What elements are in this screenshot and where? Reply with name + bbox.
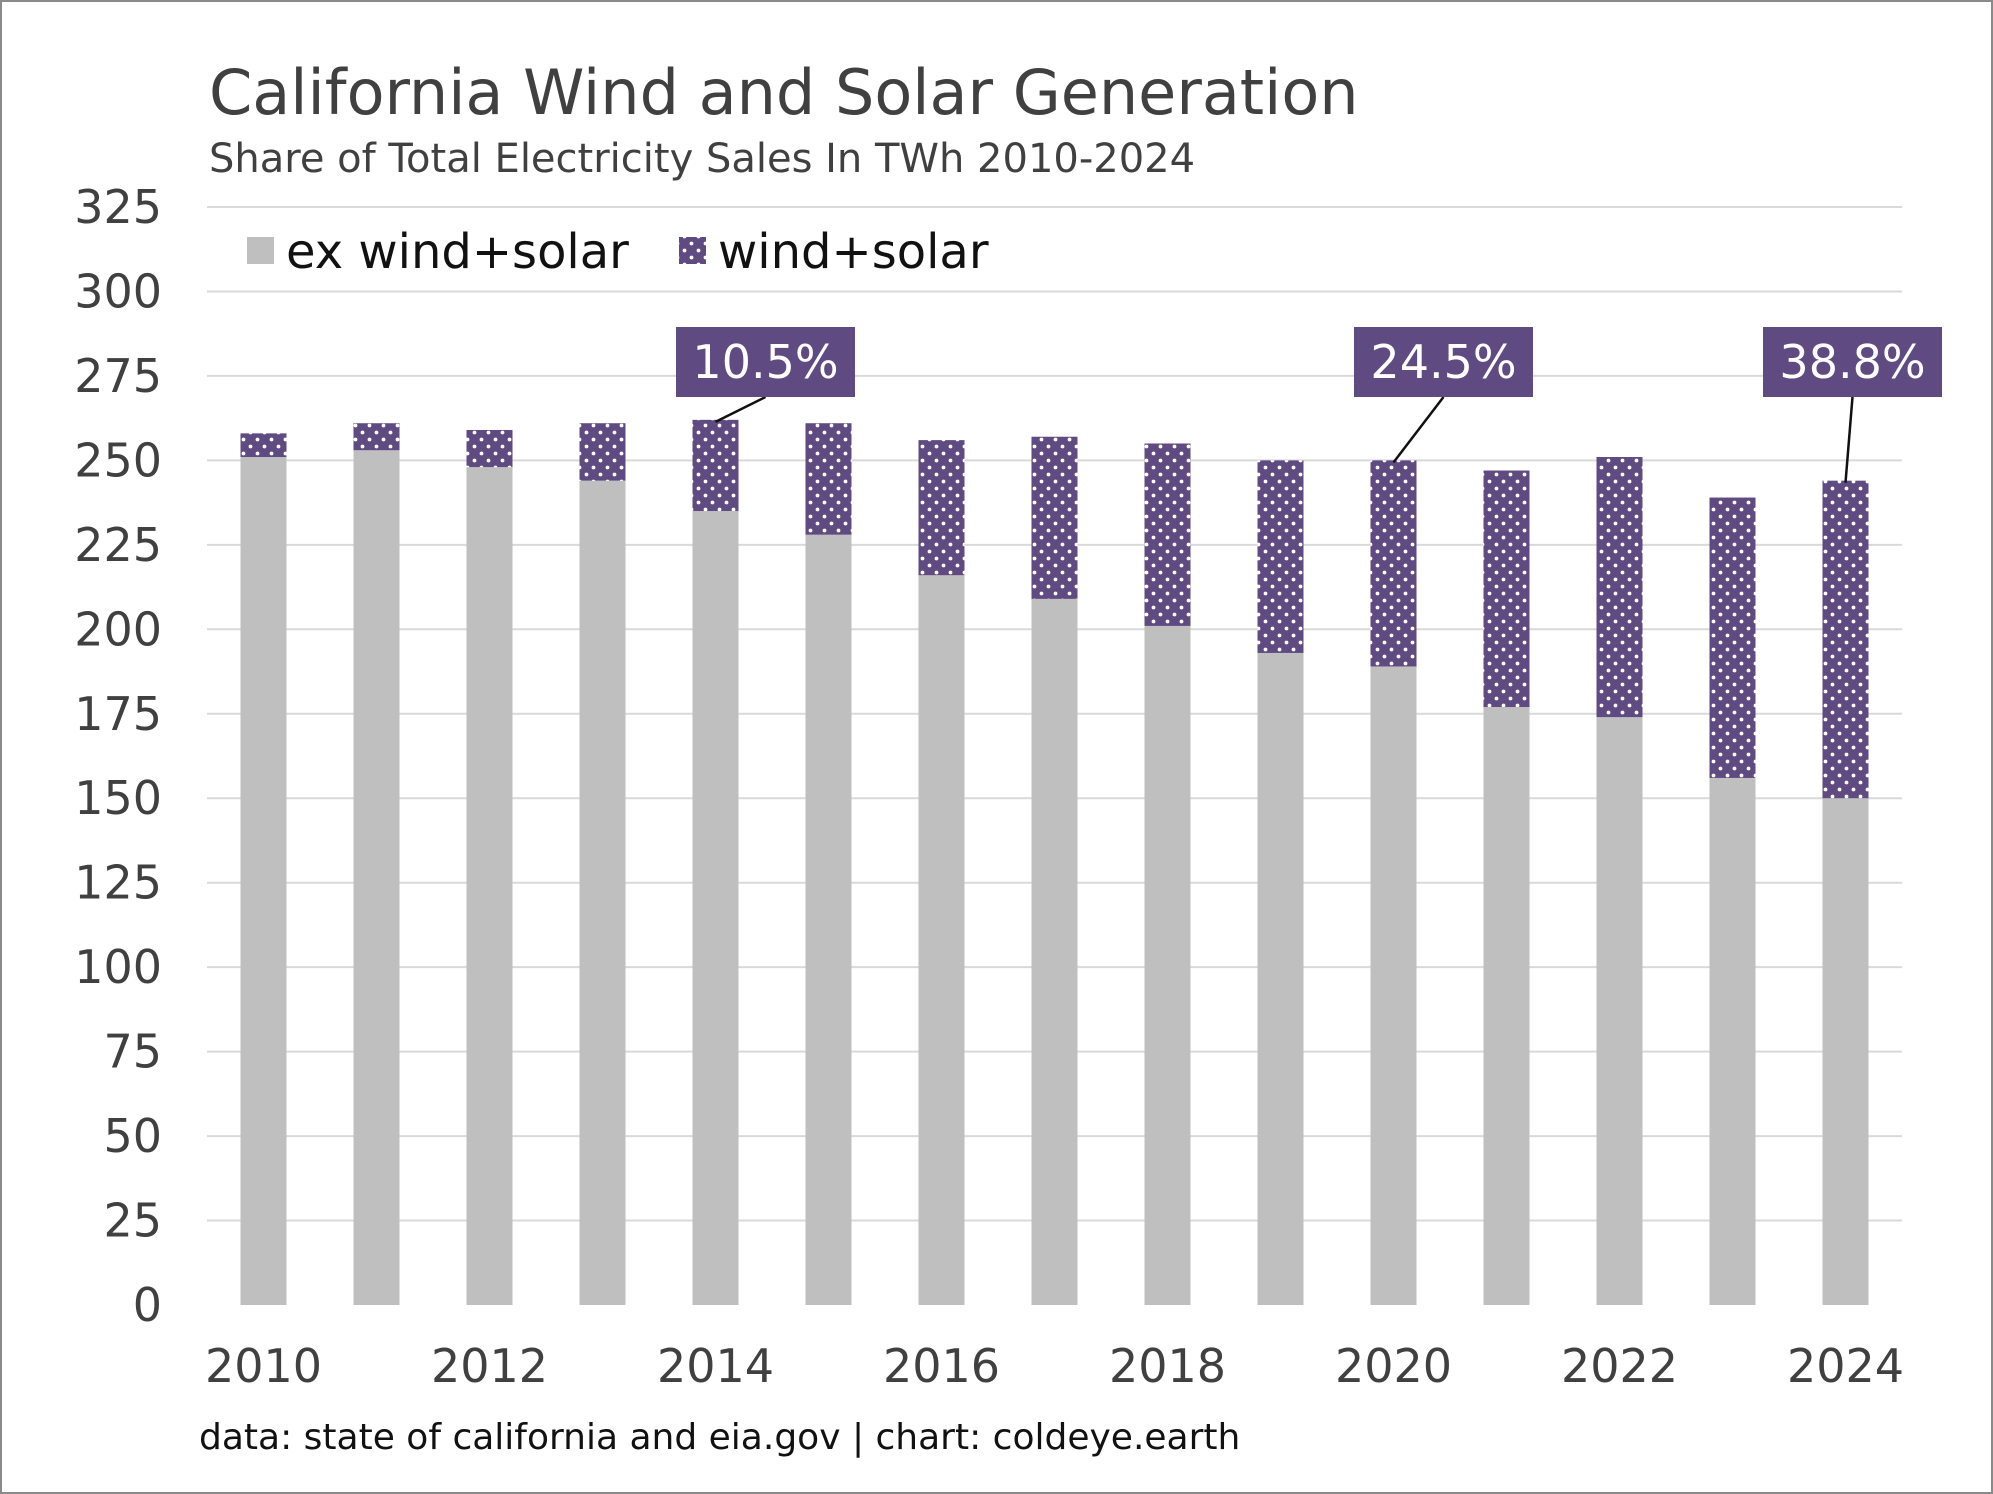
x-tick-label: 2012: [431, 1339, 548, 1393]
bar-ex-wind-solar-2017: [1031, 598, 1078, 1305]
legend-label-wind-solar: wind+solar: [718, 224, 989, 280]
y-tick-label: 225: [74, 518, 162, 572]
callout-leader-2020: [1392, 396, 1445, 464]
bar-wind-solar-2024: [1822, 480, 1869, 799]
bar-wind-solar-2013: [579, 423, 626, 481]
x-axis-ticks: 2010 2012 2014 2016 2018 2020 2022 2024: [205, 1339, 1904, 1393]
y-tick-label: 325: [74, 180, 162, 234]
bar-ex-wind-solar-2016: [918, 575, 965, 1305]
bars: [240, 419, 1869, 1305]
bar-wind-solar-2012: [466, 429, 513, 468]
bar-ex-wind-solar-2013: [579, 480, 626, 1305]
bar-wind-solar-2016: [918, 440, 965, 576]
chart-title: California Wind and Solar Generation: [209, 56, 1359, 129]
bar-ex-wind-solar-2015: [805, 534, 852, 1305]
x-tick-label: 2016: [883, 1339, 1000, 1393]
bar-ex-wind-solar-2019: [1257, 652, 1304, 1305]
bar-ex-wind-solar-2020: [1370, 666, 1417, 1305]
bar-ex-wind-solar-2022: [1596, 717, 1643, 1305]
y-tick-label: 150: [74, 771, 162, 825]
bar-ex-wind-solar-2024: [1822, 798, 1869, 1305]
bar-wind-solar-2019: [1257, 460, 1304, 653]
bar-wind-solar-2017: [1031, 436, 1078, 599]
bar-ex-wind-solar-2021: [1483, 707, 1530, 1305]
y-tick-label: 75: [103, 1025, 162, 1079]
bar-ex-wind-solar-2014: [692, 511, 739, 1305]
callout-box-2020: [1354, 327, 1533, 397]
y-tick-label: 50: [103, 1109, 162, 1163]
bar-wind-solar-2023: [1709, 497, 1756, 778]
legend-swatch-ex-wind-solar: [247, 237, 274, 264]
y-tick-label: 275: [74, 349, 162, 403]
y-tick-label: 175: [74, 687, 162, 741]
callout-leader-2024: [1844, 396, 1854, 483]
x-tick-label: 2024: [1787, 1339, 1904, 1393]
bar-wind-solar-2018: [1144, 443, 1191, 626]
bar-ex-wind-solar-2018: [1144, 625, 1191, 1305]
chart-subtitle: Share of Total Electricity Sales In TWh …: [209, 136, 1195, 182]
bar-wind-solar-2011: [353, 423, 400, 451]
bar-wind-solar-2022: [1596, 457, 1643, 718]
y-tick-label: 250: [74, 433, 162, 487]
y-tick-label: 300: [74, 264, 162, 318]
x-tick-label: 2022: [1561, 1339, 1678, 1393]
x-tick-label: 2020: [1335, 1339, 1452, 1393]
callouts: 10.5% 24.5% 38.8%: [676, 327, 1942, 483]
bar-ex-wind-solar-2011: [353, 450, 400, 1305]
callout-label-2024: 38.8%: [1779, 335, 1925, 389]
callout-box-2014: [676, 327, 855, 397]
y-tick-label: 125: [74, 856, 162, 910]
bar-wind-solar-2015: [805, 423, 852, 535]
legend-label-ex-wind-solar: ex wind+solar: [286, 224, 629, 280]
y-tick-label: 25: [103, 1194, 162, 1248]
bar-ex-wind-solar-2012: [466, 467, 513, 1305]
bar-wind-solar-2021: [1483, 470, 1530, 708]
bar-ex-wind-solar-2010: [240, 457, 287, 1305]
callout-label-2020: 24.5%: [1370, 335, 1516, 389]
x-tick-label: 2014: [657, 1339, 774, 1393]
y-tick-label: 100: [74, 940, 162, 994]
callout-box-2024: [1763, 327, 1942, 397]
y-axis-ticks: 0 25 50 75 100 125 150 175 200 225 250 275 300 325: [74, 180, 162, 1332]
y-tick-label: 0: [133, 1278, 162, 1332]
bar-ex-wind-solar-2023: [1709, 777, 1756, 1305]
y-tick-label: 200: [74, 602, 162, 656]
source-note: data: state of california and eia.gov | …: [199, 1417, 1240, 1458]
bar-wind-solar-2020: [1370, 460, 1417, 667]
bar-wind-solar-2010: [240, 433, 287, 458]
callout-label-2014: 10.5%: [692, 335, 838, 389]
legend-swatch-wind-solar: [679, 237, 706, 264]
legend: ex wind+solar wind+solar: [247, 224, 989, 280]
x-tick-label: 2018: [1109, 1339, 1226, 1393]
bar-wind-solar-2014: [692, 419, 739, 512]
x-tick-label: 2010: [205, 1339, 322, 1393]
callout-leader-2014: [714, 395, 767, 423]
